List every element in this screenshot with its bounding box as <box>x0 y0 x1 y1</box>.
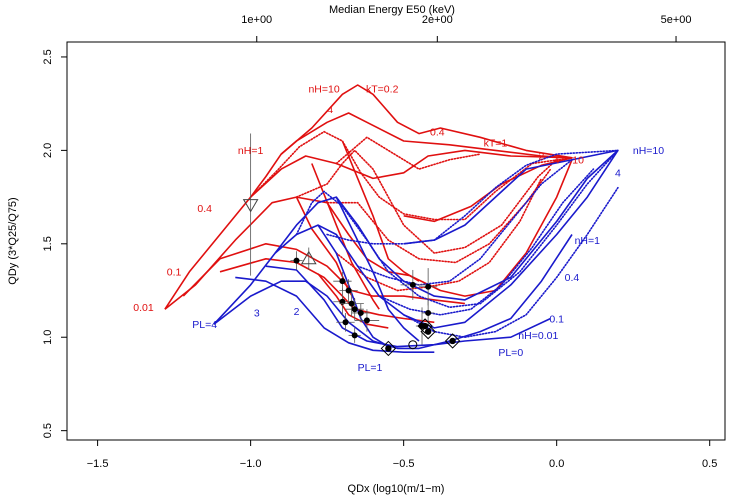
thermal-grid-dotted-line <box>249 130 573 221</box>
grid-annotation-label: 3 <box>254 308 260 320</box>
grid-annotation-label: PL=0 <box>498 347 523 359</box>
thermal-grid-dotted-line <box>295 149 558 254</box>
grid-annotation-label: 0.1 <box>167 267 182 279</box>
data-point <box>357 309 364 316</box>
grid-annotation-label: 2 <box>538 151 544 163</box>
top-tick-label: 2e+00 <box>422 14 453 26</box>
powerlaw-grid-line <box>274 149 619 301</box>
model-grid-layer <box>164 84 619 354</box>
grid-annotation-label: 4 <box>327 104 333 116</box>
data-point-diamond <box>380 340 397 357</box>
powerlaw-grid-line <box>403 149 619 245</box>
grid-annotation-label: 0.01 <box>133 302 154 314</box>
data-point <box>339 278 346 285</box>
y-tick-label: 2.5 <box>42 49 54 64</box>
thermal-grid-line <box>164 159 573 310</box>
thermal-grid-line <box>341 140 420 282</box>
plot-frame <box>66 41 726 441</box>
grid-annotation-label: 0.4 <box>565 272 580 284</box>
thermal-grid-line <box>317 273 389 329</box>
grid-annotation-label: kT=0.2 <box>366 83 399 95</box>
powerlaw-grid-line <box>265 265 551 348</box>
data-point-triangle-down <box>242 199 259 213</box>
data-point-diamond <box>417 318 433 334</box>
top-axis-label: Median Energy E50 (keV) <box>329 4 455 16</box>
powerlaw-grid-dotted-line <box>402 186 619 339</box>
data-point <box>351 332 358 339</box>
data-point-diamond-core <box>385 345 392 352</box>
axes-layer: −1.5 −1.0 −0.5 0.0 0.5 0.5 1.0 1.5 2.0 2.5 1e+00 2e… <box>42 14 726 470</box>
x-tick-label: 0.5 <box>702 458 717 470</box>
data-points-layer <box>242 133 461 357</box>
thermal-grid-line <box>311 163 380 310</box>
grid-annotation-label: nH=0.01 <box>518 330 558 342</box>
thermal-grid-dotted-line <box>326 168 552 264</box>
powerlaw-grid-dotted-line <box>295 149 619 309</box>
powerlaw-grid-line <box>235 276 435 354</box>
grid-annotation-label: 0.4 <box>197 203 212 215</box>
grid-annotation-label: nH=1 <box>238 145 264 157</box>
powerlaw-grid-line <box>335 196 420 342</box>
data-point <box>363 317 370 324</box>
data-point-triangle-up <box>300 250 317 265</box>
grid-annotation-label: 2 <box>294 306 300 318</box>
data-point-open-circle <box>408 340 418 350</box>
data-point-diamond <box>444 333 461 349</box>
y-axis-label: QDy (3*Q25/Q75) <box>7 197 19 284</box>
grid-annotation-label: 10 <box>572 154 584 166</box>
top-tick-label: 1e+00 <box>241 14 272 26</box>
grid-annotation-label: PL=4 <box>192 319 217 331</box>
grid-annotation-label: 4 <box>554 154 560 166</box>
thermal-grid-line <box>295 196 356 301</box>
data-point-diamond-core <box>421 322 429 330</box>
powerlaw-grid-dotted-line <box>378 168 595 316</box>
grid-annotation-label: nH=1 <box>575 235 601 247</box>
y-tick-label: 1.0 <box>42 330 54 345</box>
data-point <box>293 257 300 264</box>
powerlaw-grid-line <box>213 149 619 329</box>
data-point-diamond-core <box>449 337 456 345</box>
thermal-grid-line <box>164 149 573 310</box>
grid-annotation-label: 4 <box>615 168 621 180</box>
data-point <box>342 319 349 326</box>
data-point-diamond <box>420 323 436 340</box>
thermal-grid-line <box>249 112 573 198</box>
grid-annotation-label: kT=1 <box>484 138 508 150</box>
data-point <box>425 309 432 316</box>
thermal-grid-line <box>280 84 573 159</box>
grid-annotation-label: PL=1 <box>358 362 383 374</box>
thermal-grid-dotted-line <box>335 136 482 170</box>
x-tick-label: −1.5 <box>87 458 109 470</box>
y-tick-label: 0.5 <box>42 423 54 438</box>
top-tick-label: 5e+00 <box>661 14 692 26</box>
y-tick-label: 2.0 <box>42 143 54 158</box>
y-tick-label: 1.5 <box>42 236 54 251</box>
thermal-grid-dotted-line <box>335 177 543 292</box>
grid-annotation-label: 0.1 <box>549 313 564 325</box>
powerlaw-grid-dotted-line <box>356 158 573 286</box>
thermal-grid-line <box>182 243 465 305</box>
data-point <box>348 300 355 307</box>
data-point <box>345 287 352 294</box>
data-point-diamond-core <box>424 328 432 335</box>
grid-annotation-label: nH=10 <box>308 83 339 95</box>
x-tick-label: −0.5 <box>393 458 415 470</box>
annotation-layer: nH=10 kT=0.240.4kT=12 4 10nH=10.40.10.01nH=… <box>133 83 664 373</box>
data-point <box>351 306 358 313</box>
data-point <box>425 283 432 290</box>
x-axis-label: QDx (log10(m/1−m) <box>348 483 445 495</box>
grid-annotation-label: 0.4 <box>430 126 445 138</box>
powerlaw-grid-dotted-line <box>326 149 619 245</box>
x-tick-label: −1.0 <box>240 458 262 470</box>
data-point <box>409 281 416 288</box>
x-tick-label: 0.0 <box>549 458 564 470</box>
grid-annotation-label: nH=10 <box>633 145 664 157</box>
